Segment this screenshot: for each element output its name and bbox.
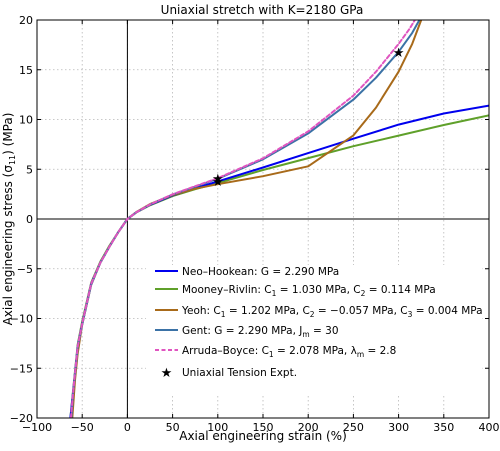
y-tick-label: −5 — [17, 263, 33, 276]
y-tick-label: −15 — [10, 362, 33, 375]
y-axis-label-suffix: ) (MPa) — [1, 113, 15, 155]
x-tick-label: 100 — [207, 421, 228, 434]
y-tick-label: −10 — [10, 313, 33, 326]
legend-star-marker: ★ — [161, 366, 173, 381]
y-tick-label: 20 — [19, 14, 33, 27]
chart-title: Uniaxial stretch with K=2180 GPa — [161, 3, 364, 17]
x-tick-label: −100 — [22, 421, 52, 434]
legend-item-mooney-rivlin: Mooney–Rivlin: C1 = 1.030 MPa, C2 = 0.11… — [155, 284, 436, 298]
series-layer — [69, 20, 489, 418]
y-tick-label: 0 — [26, 213, 33, 226]
y-tick-label: 10 — [19, 114, 33, 127]
y-axis-label: Axial engineering stress (σ11) (MPa) — [1, 113, 17, 326]
legend-label: Yeoh: C1 = 1.202 MPa, C2 = −0.057 MPa, C… — [181, 305, 483, 319]
x-tick-label: 0 — [124, 421, 131, 434]
y-axis-label-subscript: 11 — [8, 155, 17, 165]
experiment-point: ★ — [212, 172, 224, 187]
legend-item-experiment: ★ Uniaxial Tension Expt. — [161, 366, 297, 381]
x-tick-label: 300 — [388, 421, 409, 434]
y-tick-label: −20 — [10, 412, 33, 425]
legend-item-yeoh: Yeoh: C1 = 1.202 MPa, C2 = −0.057 MPa, C… — [155, 305, 483, 319]
experiment-markers: ★★★ — [212, 46, 404, 190]
x-tick-label: 350 — [433, 421, 454, 434]
x-tick-label: 150 — [253, 421, 274, 434]
legend-box — [146, 265, 482, 395]
axis-ticks: −100 −50 0 50 100 150 200 250 300 350 400−20−15−10… — [10, 14, 500, 434]
x-tick-label: −50 — [71, 421, 94, 434]
experiment-point: ★ — [393, 46, 405, 61]
series-line-arruda-boyce — [69, 20, 416, 418]
legend-label: Neo–Hookean: G = 2.290 MPa — [182, 266, 339, 278]
legend-label: Mooney–Rivlin: C1 = 1.030 MPa, C2 = 0.11… — [182, 284, 436, 298]
x-tick-label: 400 — [479, 421, 500, 434]
legend-item-gent: Gent: G = 2.290 MPa, Jm = 30 — [155, 325, 339, 339]
y-tick-label: 5 — [26, 163, 33, 176]
experiment-point: ★ — [212, 175, 224, 190]
series-group — [69, 20, 489, 418]
y-tick-label: 15 — [19, 64, 33, 77]
legend-label: Arruda–Boyce: C1 = 2.078 MPa, λm = 2.8 — [182, 345, 396, 359]
legend-label: Uniaxial Tension Expt. — [182, 367, 297, 379]
legend-item-arruda-boyce: Arruda–Boyce: C1 = 2.078 MPa, λm = 2.8 — [155, 345, 396, 359]
x-tick-label: 200 — [298, 421, 319, 434]
y-axis-label-main: Axial engineering stress (σ — [1, 165, 15, 326]
x-tick-label: 250 — [343, 421, 364, 434]
legend: Neo–Hookean: G = 2.290 MPa Mooney–Rivlin:… — [146, 265, 483, 395]
x-tick-label: 50 — [166, 421, 180, 434]
legend-label: Gent: G = 2.290 MPa, Jm = 30 — [182, 325, 339, 339]
x-axis-label: Axial engineering strain (%) — [179, 429, 347, 443]
legend-item-neo-hookean: Neo–Hookean: G = 2.290 MPa — [155, 266, 339, 278]
